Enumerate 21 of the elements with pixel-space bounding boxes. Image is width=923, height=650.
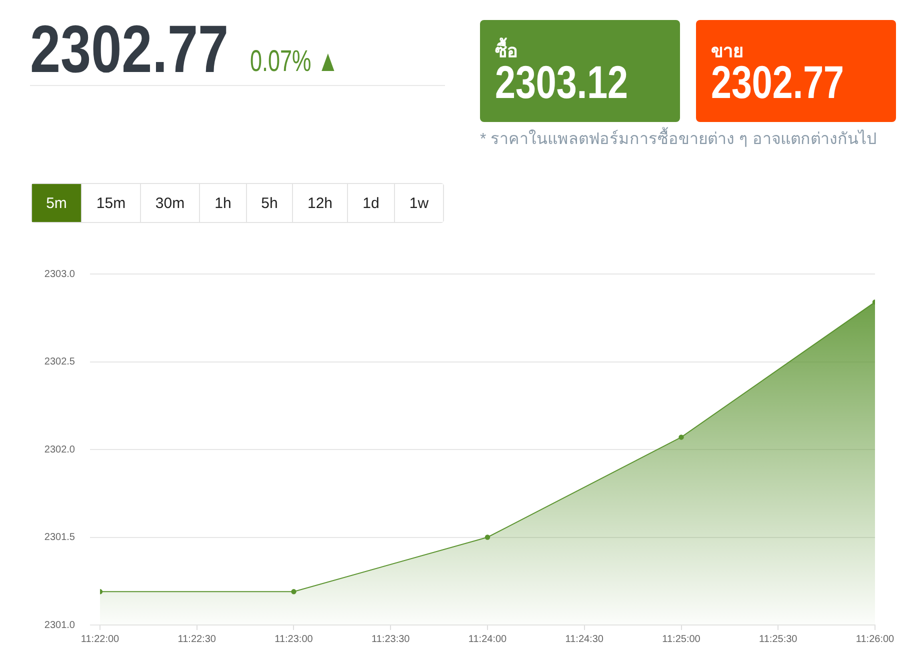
point [291, 589, 296, 594]
point [484, 534, 490, 540]
point [678, 434, 684, 440]
y-tick-label: 2302.0 [44, 444, 76, 456]
x-tick-label: 11:26:00 [856, 634, 895, 645]
y-tick-label: 2303.0 [44, 268, 76, 280]
x-tick-label: 11:25:30 [759, 634, 798, 645]
x-tick-label: 11:24:30 [565, 634, 604, 645]
x-tick-label: 11:22:00 [80, 634, 120, 645]
chart-subtitle: 0.07% ▲ [250, 45, 339, 78]
x-tick-label: 11:24:00 [468, 634, 508, 645]
text: 2302.77 [30, 12, 229, 87]
x-tick-label: 11:25:00 [662, 634, 701, 645]
y-tick-label: 2301.5 [44, 532, 76, 543]
y-tick-label: 2302.5 [44, 356, 76, 368]
x-tick-label: 11:23:30 [372, 634, 410, 645]
time-range-button: 1w [394, 184, 443, 222]
x-tick-label: 11:22:30 [178, 634, 216, 645]
time-range-button: 5m [32, 184, 81, 222]
x-tick-label: 11:23:00 [274, 634, 314, 645]
y-tick-label: 2301.0 [44, 620, 76, 631]
